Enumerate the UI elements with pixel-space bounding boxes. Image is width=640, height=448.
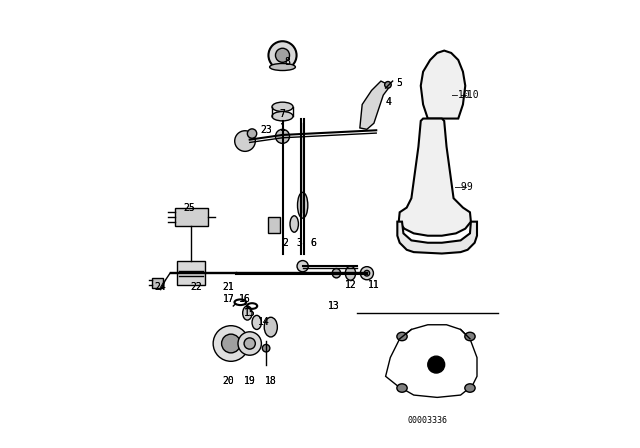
- Circle shape: [297, 261, 308, 272]
- Text: 23: 23: [260, 125, 272, 135]
- Text: 23: 23: [260, 125, 272, 135]
- Text: 7: 7: [280, 109, 285, 119]
- Circle shape: [244, 338, 255, 349]
- Circle shape: [238, 332, 261, 355]
- Text: 18: 18: [265, 376, 276, 386]
- Ellipse shape: [298, 192, 308, 218]
- Ellipse shape: [269, 64, 296, 70]
- Text: 17: 17: [223, 294, 234, 304]
- Text: 14: 14: [258, 318, 269, 327]
- Text: 25: 25: [183, 202, 195, 213]
- Text: 15: 15: [244, 308, 255, 318]
- Circle shape: [213, 326, 249, 362]
- Polygon shape: [399, 119, 471, 236]
- Ellipse shape: [272, 112, 293, 121]
- Text: 13: 13: [328, 301, 340, 311]
- Text: 6: 6: [310, 238, 316, 248]
- Text: 11: 11: [368, 280, 380, 290]
- Text: 5: 5: [397, 78, 403, 88]
- Text: 15: 15: [244, 308, 255, 318]
- Text: 1: 1: [280, 123, 285, 133]
- Text: 3: 3: [296, 238, 302, 248]
- Ellipse shape: [272, 102, 293, 112]
- Text: 12: 12: [344, 280, 356, 290]
- Text: 3: 3: [296, 238, 302, 248]
- Ellipse shape: [264, 317, 277, 337]
- Polygon shape: [177, 262, 205, 285]
- Ellipse shape: [465, 384, 475, 392]
- Text: 17: 17: [223, 294, 234, 304]
- Circle shape: [360, 267, 373, 280]
- Bar: [268, 217, 280, 233]
- Text: 00003336: 00003336: [408, 416, 448, 425]
- Text: 16: 16: [239, 294, 251, 304]
- Text: 4: 4: [385, 97, 391, 107]
- Text: 8: 8: [284, 57, 290, 67]
- Polygon shape: [397, 222, 477, 254]
- Circle shape: [235, 131, 255, 151]
- Bar: [152, 278, 163, 288]
- Circle shape: [364, 271, 370, 276]
- Text: 8: 8: [284, 57, 290, 67]
- Text: 18: 18: [265, 376, 276, 386]
- Text: 19: 19: [244, 376, 255, 386]
- Text: 21: 21: [223, 282, 234, 292]
- Text: 12: 12: [344, 280, 356, 290]
- Text: 2: 2: [282, 238, 288, 248]
- Polygon shape: [175, 207, 207, 226]
- Ellipse shape: [397, 384, 407, 392]
- Text: 22: 22: [190, 282, 202, 292]
- Text: 6: 6: [310, 238, 316, 248]
- Text: 4: 4: [385, 97, 391, 107]
- Text: 24: 24: [155, 282, 166, 292]
- Text: —9: —9: [455, 181, 467, 191]
- Circle shape: [385, 82, 391, 88]
- Polygon shape: [420, 51, 465, 119]
- Text: 11: 11: [368, 280, 380, 290]
- Text: 19: 19: [244, 376, 255, 386]
- Circle shape: [247, 129, 257, 138]
- Text: 16: 16: [239, 294, 251, 304]
- Text: —9: —9: [461, 181, 472, 191]
- Text: 5: 5: [397, 78, 403, 88]
- Text: 20: 20: [223, 376, 234, 386]
- Circle shape: [221, 334, 241, 353]
- Ellipse shape: [243, 306, 252, 320]
- Ellipse shape: [346, 266, 356, 280]
- Polygon shape: [360, 81, 390, 129]
- Circle shape: [262, 345, 270, 352]
- Ellipse shape: [290, 216, 298, 232]
- Text: 22: 22: [190, 282, 202, 292]
- Text: —10: —10: [452, 90, 469, 100]
- Text: —10: —10: [461, 90, 478, 100]
- Text: 13: 13: [328, 301, 340, 311]
- Circle shape: [275, 48, 289, 62]
- Text: 1: 1: [280, 123, 285, 133]
- Text: 25: 25: [183, 202, 195, 213]
- Text: 21: 21: [223, 282, 234, 292]
- Text: 14: 14: [258, 318, 269, 327]
- Circle shape: [275, 129, 289, 143]
- Ellipse shape: [332, 268, 340, 278]
- Text: 2: 2: [282, 238, 288, 248]
- Text: 7: 7: [280, 109, 285, 119]
- Circle shape: [268, 41, 296, 69]
- Ellipse shape: [397, 332, 407, 340]
- Ellipse shape: [252, 315, 261, 329]
- Text: 20: 20: [223, 376, 234, 386]
- Text: 24: 24: [155, 282, 166, 292]
- Ellipse shape: [465, 332, 475, 340]
- Circle shape: [428, 356, 445, 373]
